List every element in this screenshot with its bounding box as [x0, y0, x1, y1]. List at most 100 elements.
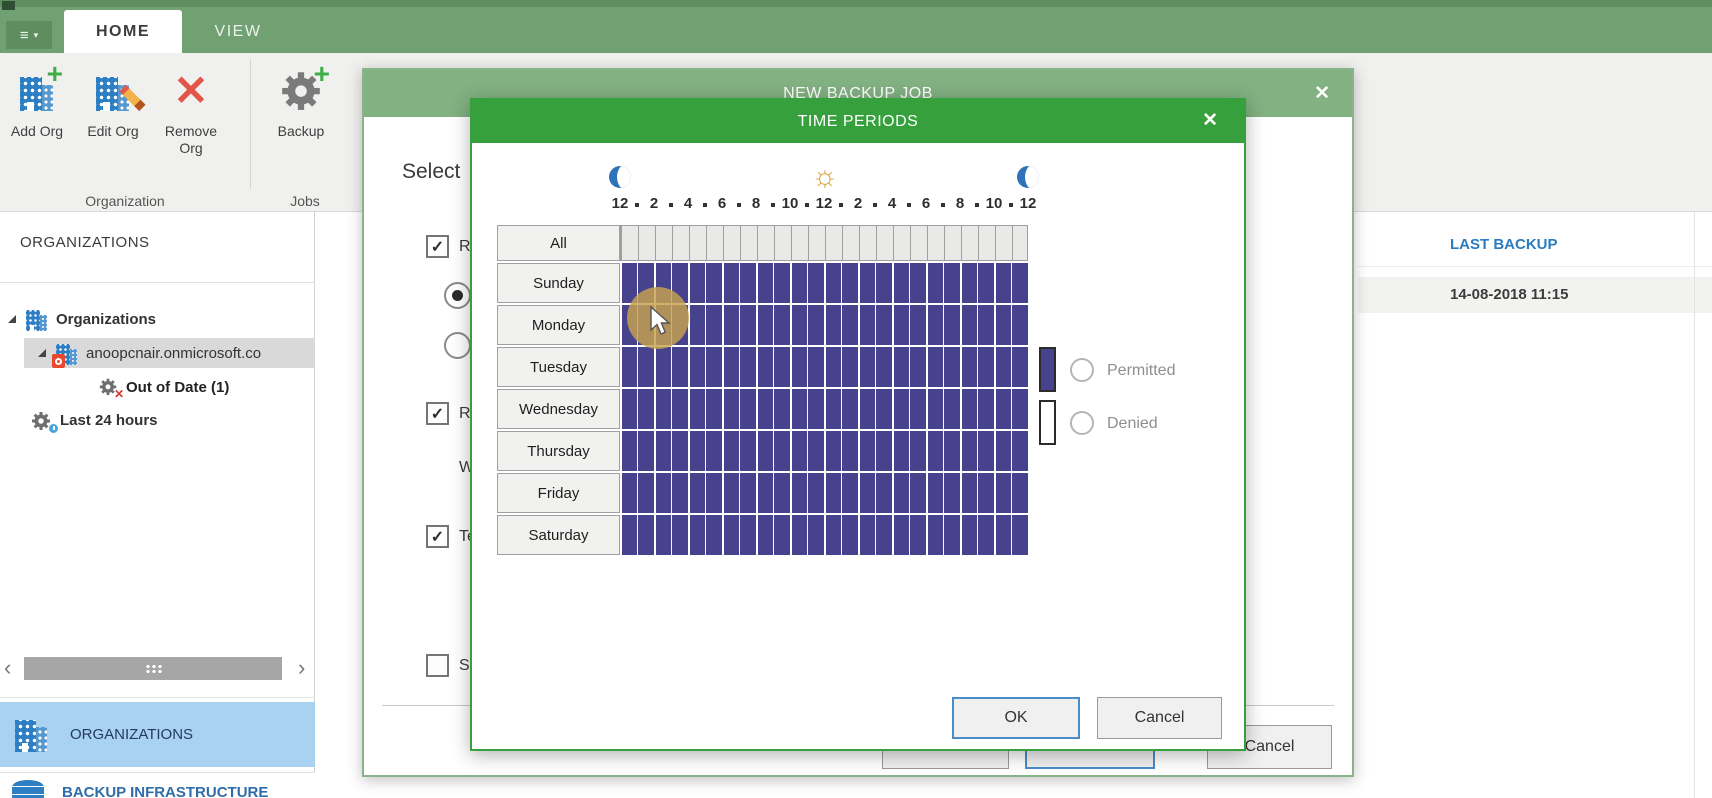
terminate-checkbox[interactable]: ✓	[426, 525, 449, 548]
nav-label: ORGANIZATIONS	[70, 726, 194, 743]
schedule-grid-row[interactable]	[620, 389, 1028, 429]
schedule-radio-selected[interactable]	[444, 282, 471, 309]
table-row[interactable]	[1358, 277, 1712, 313]
permitted-label: Permitted	[1107, 362, 1176, 379]
tree-item-organizations[interactable]: Organizations	[8, 304, 308, 334]
sidebar-header: ORGANIZATIONS	[20, 234, 150, 251]
dialog-title: NEW BACKUP JOB	[783, 84, 933, 102]
schedule-grid-row[interactable]	[620, 263, 1028, 303]
sidebar-divider	[0, 282, 315, 283]
add-org-label: Add Org	[10, 123, 64, 139]
schedule-grid-row[interactable]	[620, 515, 1028, 555]
column-header-last-backup[interactable]: LAST BACKUP	[1450, 236, 1558, 253]
red-x-icon: ✕	[173, 67, 209, 114]
organizations-nav-icon	[12, 715, 52, 755]
main-menu-button[interactable]: ≡ ▾	[6, 21, 52, 49]
gear-plus-icon: +	[278, 60, 330, 116]
ribbon-group-divider	[250, 59, 251, 189]
tree-label: anoopcnair.onmicrosoft.co	[86, 344, 262, 362]
backup-button[interactable]: + Backup	[266, 59, 336, 140]
error-x-icon: ✕	[113, 387, 124, 401]
edit-org-label: Edit Org	[87, 123, 139, 139]
table-column-divider	[1694, 212, 1695, 798]
tree-item-last-24-hours[interactable]: Last 24 hours	[30, 405, 310, 435]
schedule-grid	[620, 225, 1028, 555]
day-label-cell[interactable]: Friday	[497, 473, 620, 513]
check-icon: ✓	[430, 405, 445, 423]
edit-org-button[interactable]: Edit Org	[78, 59, 148, 140]
permitted-radio[interactable]	[1070, 358, 1094, 382]
time-periods-dialog: TIME PERIODS ✕ ☼ 12 2 4 6 8 10 12 2 4 6 8 10 12 All S…	[470, 98, 1246, 751]
schedule-grid-row[interactable]	[620, 347, 1028, 387]
gear-clock-icon	[30, 409, 59, 434]
retry-checkbox[interactable]: ✓	[426, 402, 449, 425]
day-label-cell[interactable]: Sunday	[497, 263, 620, 303]
chevron-down-icon: ▾	[33, 29, 39, 40]
close-icon[interactable]: ✕	[1314, 83, 1330, 104]
start-checkbox[interactable]	[426, 654, 449, 677]
day-label-cell[interactable]: All	[497, 225, 620, 261]
expand-triangle-icon[interactable]	[38, 349, 46, 357]
building-plus-icon: +	[15, 60, 63, 114]
denied-label: Denied	[1107, 415, 1158, 432]
hour-label: 4	[875, 195, 911, 217]
hour-label: 2	[841, 195, 877, 217]
mouse-cursor	[648, 305, 672, 343]
day-label-cell[interactable]: Wednesday	[497, 389, 620, 429]
select-heading: Select	[402, 160, 461, 183]
scroll-right-arrow[interactable]: ›	[298, 655, 306, 680]
tree-item-out-of-date[interactable]: ✕ Out of Date (1)	[98, 372, 313, 402]
remove-org-label: Remove Org	[164, 123, 218, 156]
expand-triangle-icon[interactable]	[8, 315, 16, 323]
sun-icon: ☼	[811, 160, 839, 193]
check-icon: ✓	[430, 238, 445, 256]
nav-organizations[interactable]: ORGANIZATIONS	[0, 702, 315, 767]
schedule-grid-row[interactable]	[620, 225, 1028, 261]
tree-item-anoopcnair[interactable]: anoopcnair.onmicrosoft.co	[24, 338, 315, 368]
close-icon[interactable]: ✕	[1202, 110, 1218, 131]
ribbon-group-jobs: Jobs	[290, 193, 320, 209]
horizontal-scrollbar-thumb[interactable]	[24, 657, 282, 680]
clock-icon	[48, 423, 59, 434]
nav-label: BACKUP INFRASTRUCTURE	[62, 784, 269, 798]
hour-label: 12	[1019, 195, 1037, 212]
schedule-grid-row[interactable]	[620, 473, 1028, 513]
hour-label: 8	[943, 195, 979, 217]
add-org-button[interactable]: + Add Org	[2, 59, 72, 140]
hour-label: 4	[671, 195, 707, 217]
tab-view[interactable]: VIEW	[214, 22, 262, 40]
sidebar: ORGANIZATIONS Organizations anoopcnair.o…	[0, 212, 315, 798]
hour-label: 6	[705, 195, 741, 217]
nav-backup-infrastructure[interactable]: BACKUP INFRASTRUCTURE	[0, 772, 315, 798]
schedule-grid-row[interactable]	[620, 431, 1028, 471]
organizations-icon	[24, 306, 50, 332]
cancel-button[interactable]: Cancel	[1097, 697, 1222, 739]
day-label-cell[interactable]: Monday	[497, 305, 620, 345]
scrollbar-grip-icon	[144, 663, 162, 674]
denied-radio[interactable]	[1070, 411, 1094, 435]
hour-label: 12	[807, 195, 843, 217]
hour-label: 10	[773, 195, 809, 217]
permitted-swatch	[1039, 347, 1056, 392]
run-checkbox[interactable]: ✓	[426, 235, 449, 258]
check-icon: ✓	[430, 528, 445, 546]
hour-label: 12	[603, 195, 639, 217]
dialog-title: TIME PERIODS	[797, 112, 919, 130]
remove-org-button[interactable]: ✕ Remove Org	[156, 59, 226, 157]
tab-home[interactable]: HOME	[64, 10, 182, 53]
hour-label: 8	[739, 195, 775, 217]
schedule-radio-unselected[interactable]	[444, 332, 471, 359]
day-label-cell[interactable]: Thursday	[497, 431, 620, 471]
day-label-cell[interactable]: Tuesday	[497, 347, 620, 387]
office-logo-icon	[52, 354, 65, 368]
hour-label: 2	[637, 195, 673, 217]
tree-label: Last 24 hours	[60, 411, 158, 429]
titlebar-top-strip	[0, 0, 1712, 7]
day-label-column: All Sunday Monday Tuesday Wednesday Thursday F…	[497, 225, 620, 555]
ok-button[interactable]: OK	[952, 697, 1080, 739]
moon-icon	[1017, 166, 1039, 188]
titlebar: ≡ ▾ HOME VIEW	[0, 0, 1712, 53]
table-header-divider	[1358, 266, 1712, 267]
scroll-left-arrow[interactable]: ‹	[4, 655, 12, 680]
day-label-cell[interactable]: Saturday	[497, 515, 620, 555]
